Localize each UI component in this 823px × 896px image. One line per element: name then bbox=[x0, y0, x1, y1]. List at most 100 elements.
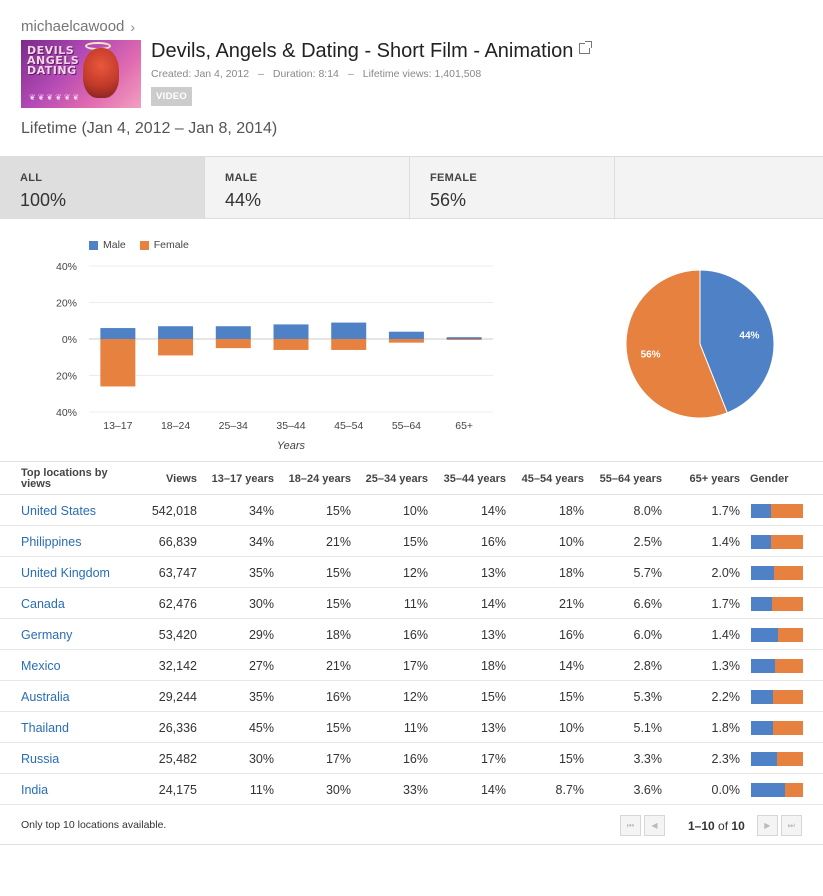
legend-item-male: Male bbox=[89, 239, 126, 251]
country-link[interactable]: Mexico bbox=[21, 658, 61, 673]
age-13-17-cell: 34% bbox=[248, 534, 274, 549]
table-footer: Only top 10 locations available. ⏮ ◀ 1–1… bbox=[0, 805, 823, 845]
views-cell: 26,336 bbox=[158, 720, 197, 735]
tab-label: ALL bbox=[20, 172, 43, 184]
age-bar-chart: 40% 20% 0% 20% 40% 13–17 18–24 25–34 35–44 45–54 5… bbox=[56, 261, 493, 452]
pie-slice-label: 44% bbox=[739, 331, 759, 342]
tab-female[interactable]: FEMALE 56% bbox=[410, 157, 615, 218]
gender-bar-female bbox=[770, 504, 803, 518]
gender-bar-male bbox=[751, 752, 777, 766]
views-cell: 32,142 bbox=[158, 658, 197, 673]
age-45-54-cell: 15% bbox=[558, 689, 584, 704]
age-45-54-cell: 10% bbox=[558, 720, 584, 735]
country-link[interactable]: Australia bbox=[21, 689, 70, 704]
col-header-18-24[interactable]: 18–24 years bbox=[288, 473, 351, 485]
age-18-24-cell: 30% bbox=[325, 782, 351, 797]
last-page-button[interactable]: ⏭ bbox=[780, 815, 802, 836]
col-header-65plus[interactable]: 65+ years bbox=[689, 473, 740, 485]
video-meta: Created: Jan 4, 2012 – Duration: 8:14 – … bbox=[151, 68, 481, 80]
tab-label: FEMALE bbox=[430, 172, 478, 184]
age-55-64-cell: 6.6% bbox=[633, 596, 663, 611]
bar-female[interactable] bbox=[158, 339, 194, 356]
video-header: michaelcawood › DEVILS ANGELS DATING ❦❦❦❦❦… bbox=[0, 0, 823, 156]
age-45-54-cell: 21% bbox=[558, 596, 584, 611]
y-tick-label: 40% bbox=[56, 407, 77, 419]
age-35-44-cell: 16% bbox=[480, 534, 506, 549]
country-link[interactable]: Germany bbox=[21, 627, 73, 642]
bar-female[interactable] bbox=[446, 339, 482, 340]
bar-female[interactable] bbox=[215, 339, 251, 349]
channel-breadcrumb[interactable]: michaelcawood › bbox=[21, 18, 135, 35]
age-13-17-cell: 35% bbox=[248, 689, 274, 704]
x-tick-label: 25–34 bbox=[219, 420, 248, 432]
col-header-55-64[interactable]: 55–64 years bbox=[599, 473, 662, 485]
table-row: United States 542,018 34% 15% 10% 14% 18% 8.0% 1… bbox=[0, 495, 823, 526]
country-link[interactable]: United States bbox=[21, 503, 97, 518]
y-tick-label: 20% bbox=[56, 298, 77, 310]
bar-male[interactable] bbox=[331, 322, 367, 339]
chart-legend: Male Female bbox=[89, 239, 189, 251]
legend-item-female: Female bbox=[139, 239, 189, 251]
prev-page-button[interactable]: ◀ bbox=[644, 815, 665, 836]
age-13-17-cell: 35% bbox=[248, 565, 274, 580]
country-link[interactable]: United Kingdom bbox=[21, 565, 110, 580]
bar-female[interactable] bbox=[100, 339, 136, 387]
bar-male[interactable] bbox=[100, 328, 136, 339]
bar-male[interactable] bbox=[215, 326, 251, 339]
page-total: 10 bbox=[731, 818, 745, 833]
first-page-button[interactable]: ⏮ bbox=[620, 815, 641, 836]
bar-male[interactable] bbox=[158, 326, 194, 339]
age-55-64-cell: 2.5% bbox=[633, 534, 663, 549]
country-link[interactable]: India bbox=[21, 782, 49, 797]
bar-male[interactable] bbox=[446, 337, 482, 339]
tab-all[interactable]: ALL 100% bbox=[0, 157, 205, 218]
date-range: Lifetime (Jan 4, 2012 – Jan 8, 2014) bbox=[21, 120, 278, 137]
bar-female[interactable] bbox=[331, 339, 367, 350]
bar-female[interactable] bbox=[388, 339, 424, 343]
views-cell: 24,175 bbox=[158, 782, 197, 797]
pie-slice-male[interactable] bbox=[699, 269, 775, 414]
x-tick-label: 65+ bbox=[455, 420, 473, 432]
age-45-54-cell: 18% bbox=[558, 565, 584, 580]
next-page-button[interactable]: ▶ bbox=[756, 815, 778, 836]
col-header-35-44[interactable]: 35–44 years bbox=[443, 473, 506, 485]
country-link[interactable]: Thailand bbox=[21, 720, 69, 735]
external-link-icon[interactable] bbox=[579, 41, 593, 54]
video-title[interactable]: Devils, Angels & Dating - Short Film - A… bbox=[151, 40, 574, 62]
pie-slice-label: 56% bbox=[641, 349, 661, 360]
tab-label: MALE bbox=[225, 172, 258, 184]
video-thumbnail[interactable]: DEVILS ANGELS DATING ❦❦❦❦❦❦ bbox=[21, 40, 141, 108]
bar-male[interactable] bbox=[273, 324, 309, 339]
col-header-views[interactable]: Views bbox=[166, 473, 197, 485]
age-18-24-cell: 21% bbox=[325, 658, 351, 673]
col-header-13-17[interactable]: 13–17 years bbox=[211, 473, 274, 485]
age-55-64-cell: 2.8% bbox=[633, 658, 663, 673]
age-55-64-cell: 5.3% bbox=[633, 689, 663, 704]
title-row: Devils, Angels & Dating - Short Film - A… bbox=[151, 40, 593, 63]
views-cell: 63,747 bbox=[158, 565, 197, 580]
col-header-location[interactable]: Top locations by views bbox=[21, 467, 108, 490]
gender-bar bbox=[751, 783, 803, 797]
tab-male[interactable]: MALE 44% bbox=[205, 157, 410, 218]
gender-bar-male bbox=[751, 659, 775, 673]
channel-name[interactable]: michaelcawood bbox=[21, 18, 125, 35]
demographics-charts: Male Female 40% 20% 0% 20% 40% 13–17 18–24 25–3… bbox=[0, 219, 823, 461]
age-55-64-cell: 5.1% bbox=[633, 720, 663, 735]
x-axis-label: Years bbox=[277, 440, 306, 452]
age-13-17-cell: 30% bbox=[248, 751, 274, 766]
country-link[interactable]: Russia bbox=[21, 751, 60, 766]
country-link[interactable]: Philippines bbox=[21, 534, 82, 549]
gender-bar-female bbox=[772, 690, 803, 704]
pie-slice-female[interactable] bbox=[625, 269, 728, 419]
age-45-54-cell: 8.7% bbox=[555, 782, 585, 797]
bar-male[interactable] bbox=[388, 331, 424, 339]
lifetime-views: Lifetime views: 1,401,508 bbox=[362, 68, 482, 80]
bar-female[interactable] bbox=[273, 339, 309, 350]
age-35-44-cell: 18% bbox=[480, 658, 506, 673]
country-link[interactable]: Canada bbox=[21, 596, 65, 611]
col-header-25-34[interactable]: 25–34 years bbox=[365, 473, 428, 485]
pagination: ⏮ ◀ 1–10 of 10 ▶ ⏭ bbox=[620, 815, 805, 836]
gender-bar-female bbox=[774, 659, 803, 673]
age-45-54-cell: 14% bbox=[558, 658, 584, 673]
col-header-45-54[interactable]: 45–54 years bbox=[521, 473, 584, 485]
